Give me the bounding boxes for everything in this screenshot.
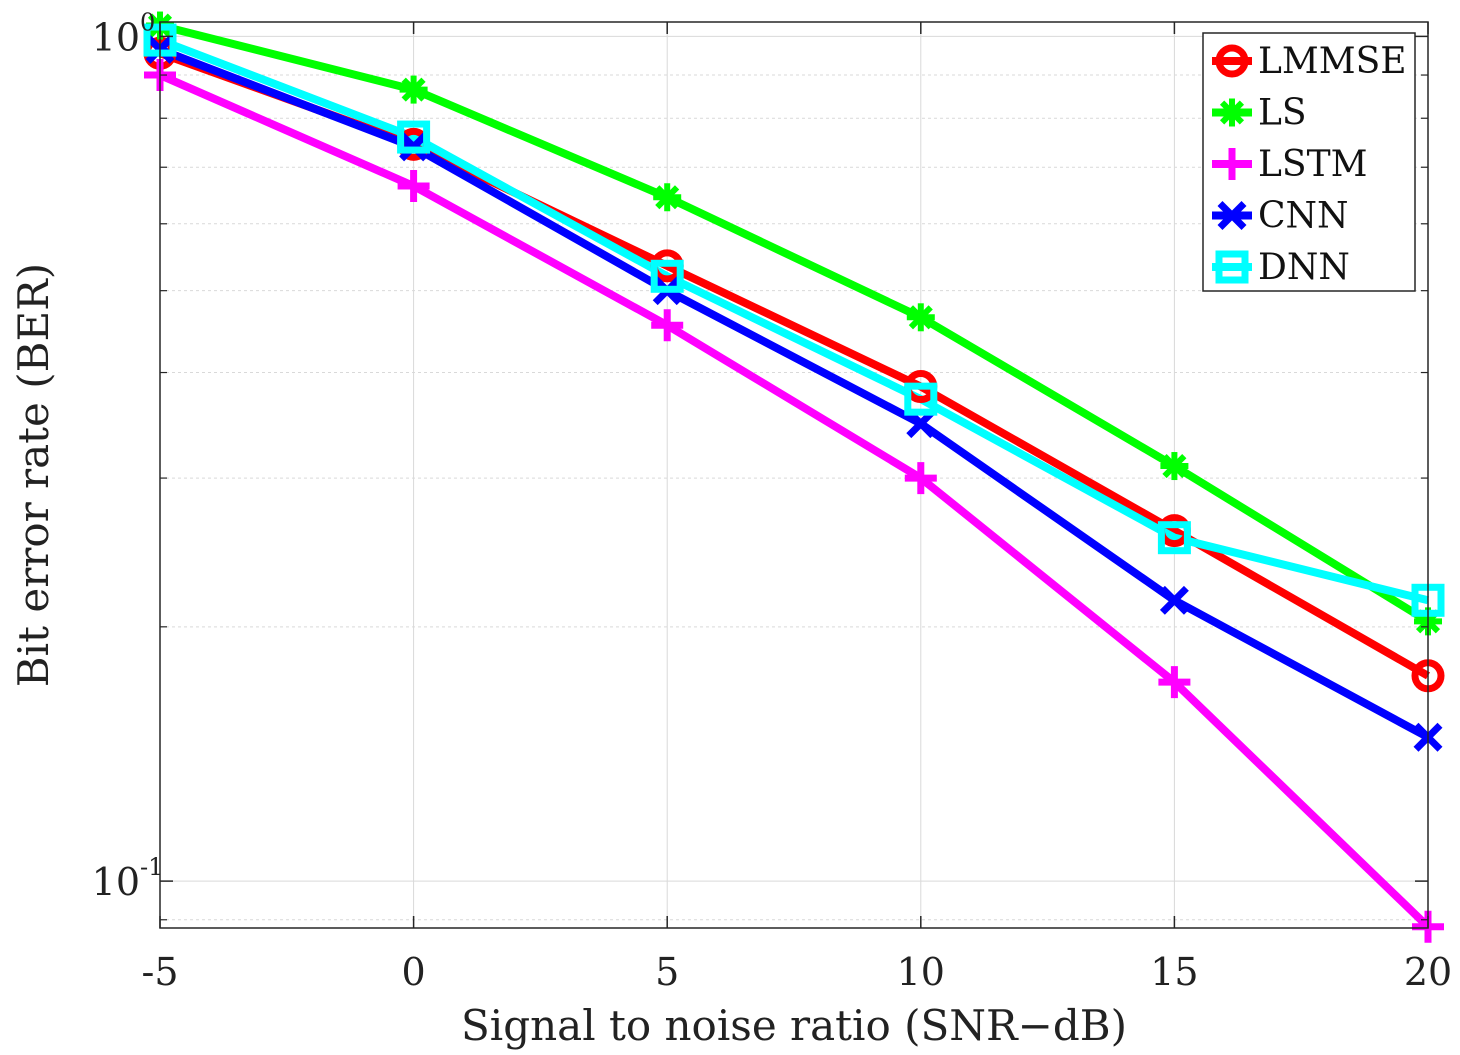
data-point-asterisk	[1218, 98, 1246, 127]
x-tick-label: 5	[655, 950, 679, 994]
data-point-asterisk	[906, 303, 935, 332]
series-line	[158, 36, 1429, 605]
x-axis-title: Signal to noise ratio (SNR−dB)	[461, 1001, 1127, 1050]
y-tick-base: 10	[92, 860, 140, 904]
series-lstm	[158, 71, 1431, 930]
data-point-plus	[397, 170, 430, 203]
legend-entry-ls: LS	[1212, 93, 1307, 134]
x-tick-label: 20	[1404, 950, 1452, 994]
legend-label: CNN	[1258, 196, 1349, 237]
series-ls	[159, 21, 1431, 625]
legend-label: LS	[1258, 93, 1307, 134]
legend-entry-lmmse: LMMSE	[1212, 41, 1407, 82]
series-line	[158, 45, 1430, 741]
data-point-square	[904, 382, 938, 416]
series-line	[158, 71, 1431, 930]
data-point-square	[1157, 521, 1191, 555]
legend-entry-dnn: DNN	[1212, 247, 1350, 288]
legend: LMMSE LS LSTM CNN DNN	[1202, 32, 1416, 292]
legend-label: LSTM	[1258, 144, 1367, 185]
data-point-x	[1217, 201, 1247, 230]
data-point-asterisk	[1160, 452, 1189, 481]
data-point-plus	[904, 462, 937, 495]
data-point-asterisk	[653, 183, 682, 212]
data-point-asterisk	[399, 75, 428, 104]
data-point-circle	[1215, 44, 1249, 78]
y-tick-base: 10	[92, 15, 140, 59]
legend-label: DNN	[1258, 247, 1350, 288]
data-point-plus	[1216, 148, 1248, 180]
y-tick-label: 10 0	[92, 8, 156, 59]
y-tick-exponent: 0	[140, 8, 155, 36]
legend-entry-lstm: LSTM	[1212, 144, 1367, 185]
x-tick-label: 10	[897, 950, 945, 994]
data-point-plus	[1158, 666, 1191, 699]
series-line	[159, 21, 1431, 625]
y-tick-exponent: -1	[140, 853, 163, 881]
x-tick-label: 15	[1150, 950, 1198, 994]
data-point-plus	[651, 309, 684, 342]
x-tick-label: -5	[141, 950, 178, 994]
series-cnn	[158, 45, 1430, 741]
axis-ticks	[159, 22, 1429, 928]
data-point-x	[1159, 585, 1189, 615]
y-axis-title: Bit error rate (BER)	[9, 263, 58, 687]
series-dnn	[158, 36, 1429, 605]
data-point-square	[650, 259, 684, 293]
x-tick-label: 0	[402, 950, 426, 994]
legend-label: LMMSE	[1258, 41, 1407, 82]
y-tick-label: 10 -1	[92, 853, 164, 904]
data-point-square	[397, 120, 431, 154]
legend-entry-cnn: CNN	[1212, 196, 1349, 237]
plot-frame	[159, 21, 1429, 929]
data-point-square	[1215, 250, 1249, 284]
x-tick-labels: -5 0 5 10 15 20	[141, 950, 1452, 994]
